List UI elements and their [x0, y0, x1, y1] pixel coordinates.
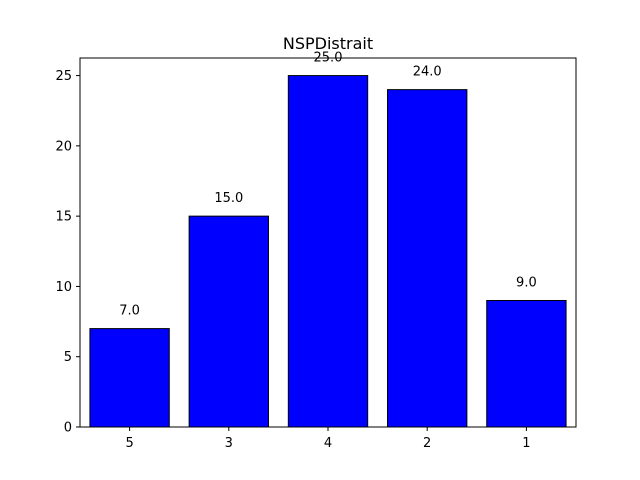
- x-tick-label-5: 5: [125, 436, 133, 451]
- bar-4: [287, 75, 369, 428]
- bar-5: [89, 328, 170, 428]
- bar-2: [387, 89, 468, 428]
- y-tick-label-0: 0: [64, 421, 72, 436]
- x-tick-label-1: 1: [522, 436, 530, 451]
- x-tick-label-4: 4: [324, 436, 332, 451]
- bar-3: [188, 215, 269, 428]
- data-label-5: 7.0: [119, 304, 140, 319]
- x-tick-label-3: 3: [225, 436, 233, 451]
- data-labels-layer: 7.015.025.024.09.0: [119, 51, 536, 319]
- y-tick-label-25: 25: [55, 69, 72, 84]
- y-tick-label-15: 15: [55, 210, 72, 225]
- plot-frame: [79, 57, 577, 428]
- data-label-1: 9.0: [516, 275, 537, 290]
- data-label-3: 15.0: [214, 191, 243, 206]
- x-axis: 5 3 4 2 1: [125, 427, 531, 451]
- bar-1: [486, 299, 567, 428]
- x-tick-label-2: 2: [423, 436, 431, 451]
- y-axis: 0 5 10 15 20 25: [55, 69, 80, 436]
- data-label-2: 24.0: [413, 65, 442, 80]
- bars-layer: [89, 75, 567, 428]
- y-tick-label-10: 10: [55, 280, 72, 295]
- y-tick-label-5: 5: [64, 350, 72, 365]
- chart-title: NSPDistrait: [283, 34, 373, 53]
- y-tick-label-20: 20: [55, 139, 72, 154]
